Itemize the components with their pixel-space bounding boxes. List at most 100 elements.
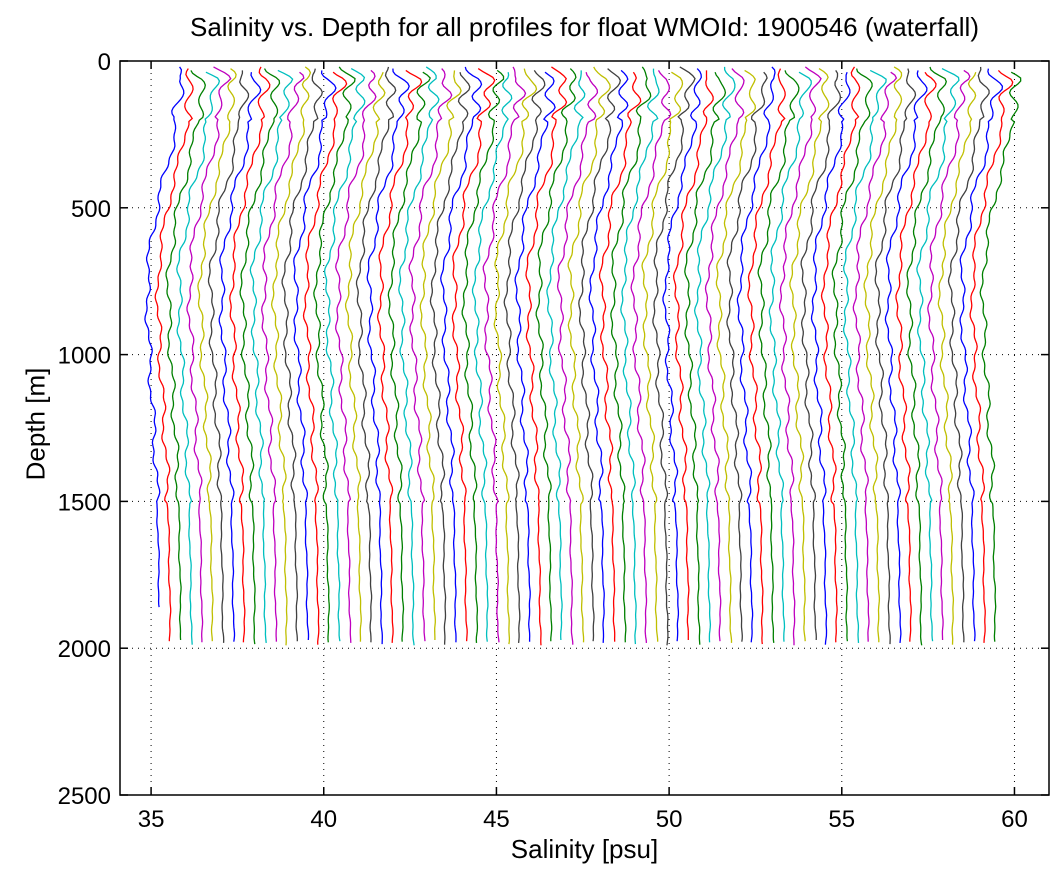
x-axis-ticks: 35 40 45 50 55 60 (138, 61, 1028, 833)
profile-line (726, 71, 768, 642)
profile-line (366, 68, 410, 645)
profile-line (662, 68, 702, 642)
profile-line (165, 70, 206, 641)
profile-line (969, 69, 1014, 643)
profile-line (684, 71, 727, 645)
profile-line (261, 71, 305, 642)
x-tick-label: 35 (138, 806, 165, 833)
profile-line (335, 69, 377, 643)
y-axis-label: Depth [m] (20, 367, 51, 481)
profile-line (810, 71, 851, 645)
profile-line (874, 68, 917, 645)
profile-line (757, 70, 800, 643)
profile-line (535, 68, 577, 642)
profile-line (293, 70, 337, 641)
profile-line (652, 66, 696, 646)
y-tick-label: 500 (71, 196, 111, 223)
profile-line (768, 71, 812, 642)
profile-line (852, 71, 898, 642)
profile-line (906, 66, 947, 646)
profile-line (197, 68, 237, 642)
profile-line (461, 69, 505, 643)
plot-background (120, 61, 1049, 795)
profile-line (154, 68, 194, 642)
profile-line (831, 68, 873, 642)
profile-line (800, 70, 842, 641)
profile-line (895, 71, 937, 642)
profile-line (270, 66, 312, 646)
profile-line (578, 68, 621, 642)
profile-line (884, 70, 928, 643)
profile-line (302, 71, 348, 645)
profile-line (937, 71, 977, 645)
profile-line (176, 71, 221, 645)
profile-line (440, 66, 483, 643)
x-axis-label: Salinity [psu] (510, 834, 659, 864)
profile-line (323, 68, 366, 642)
profile-line (641, 71, 684, 642)
profile-line (863, 66, 903, 643)
profile-line (429, 72, 471, 645)
profile-line (376, 69, 423, 643)
profile-line (693, 66, 736, 643)
profile-line (514, 71, 556, 642)
profile-line (344, 71, 386, 642)
x-tick-label: 45 (483, 806, 510, 833)
profile-line (239, 68, 281, 645)
x-tick-label: 40 (310, 806, 337, 833)
profile-line (144, 66, 185, 608)
profile-line (927, 69, 971, 641)
x-tick-label: 55 (828, 806, 855, 833)
profile-line (959, 68, 1004, 642)
chart-title: Salinity vs. Depth for all profiles for … (190, 12, 979, 42)
profile-line (916, 68, 960, 642)
profile-line (620, 68, 660, 645)
profile-line (820, 66, 861, 643)
profile-line (567, 66, 611, 643)
y-tick-label: 0 (98, 49, 111, 76)
profile-line (778, 66, 822, 646)
profile-line (186, 66, 232, 643)
profile-line (630, 70, 672, 643)
profile-line (451, 68, 496, 642)
y-tick-label: 1000 (58, 343, 111, 370)
profile-line (842, 69, 887, 643)
profile-line (408, 68, 453, 642)
profile-line (482, 66, 527, 643)
profile-line (588, 69, 629, 643)
plot-frame (119, 60, 1050, 796)
profile-line (556, 72, 599, 645)
profile-line (313, 66, 356, 643)
profile-line (736, 66, 776, 643)
profile-line (493, 68, 538, 645)
profile-lines (144, 66, 1022, 646)
profile-line (281, 68, 323, 642)
x-tick-label: 60 (1001, 806, 1028, 833)
profile-line (398, 66, 440, 646)
profile-line (704, 68, 745, 642)
profile-line (249, 69, 294, 643)
profile-line (789, 68, 830, 642)
profile-line (207, 70, 250, 643)
profile-line (546, 70, 586, 641)
profile-line (947, 66, 990, 643)
profile-line (672, 70, 714, 640)
profile-line (610, 66, 652, 643)
profile-line (979, 71, 1022, 642)
profile-line (525, 66, 568, 646)
profile-line (419, 70, 462, 640)
y-tick-label: 1500 (58, 489, 111, 516)
profile-line (229, 66, 271, 643)
profile-line (387, 71, 431, 642)
profile-line (715, 69, 756, 643)
profile-line (747, 68, 786, 645)
y-tick-label: 2000 (58, 636, 111, 663)
profile-line (598, 71, 642, 642)
y-tick-label: 2500 (58, 783, 111, 810)
profile-line (503, 70, 546, 643)
profile-line (471, 72, 513, 642)
profile-line (355, 66, 397, 643)
y-axis-ticks: 0 500 1000 1500 2000 2500 (58, 49, 1049, 810)
profile-line (218, 72, 262, 642)
